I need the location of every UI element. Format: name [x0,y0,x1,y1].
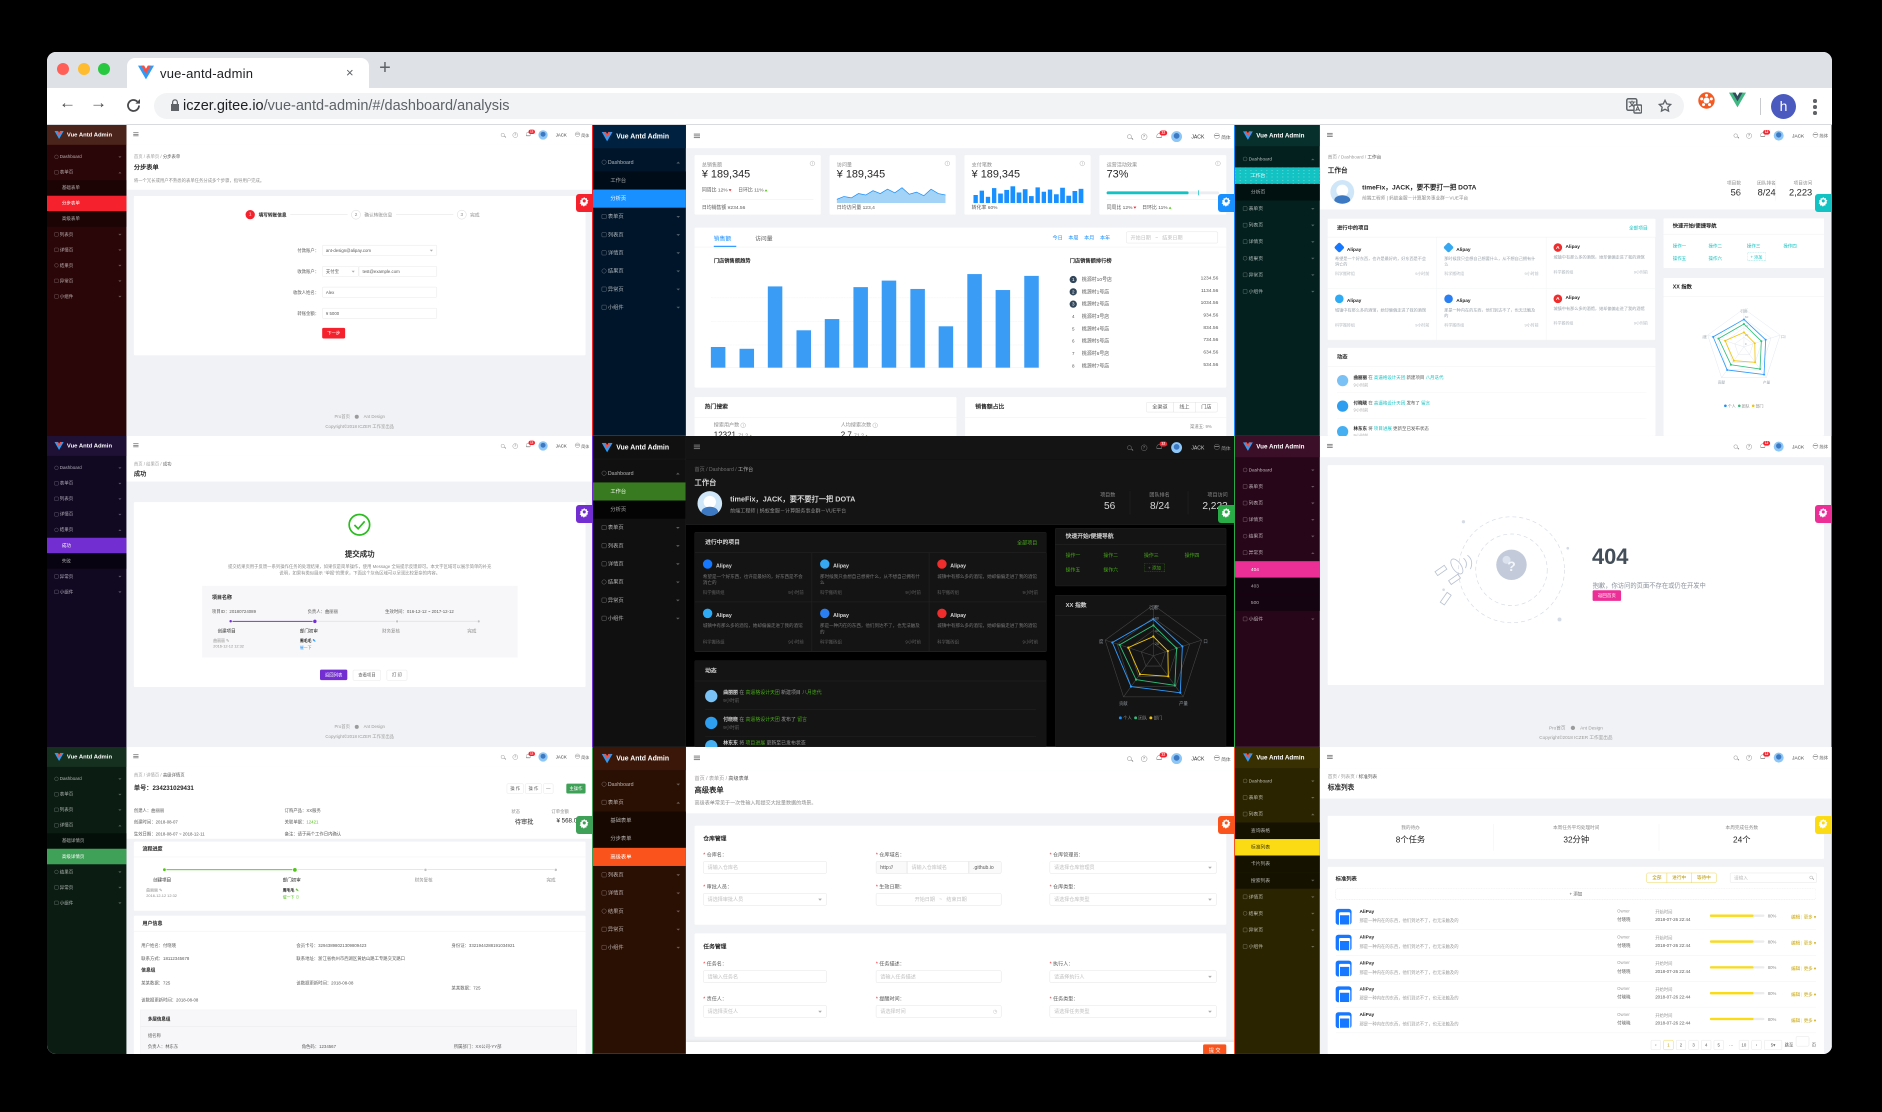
svg-text:60: 60 [1745,315,1749,319]
svg-text:40: 40 [1745,324,1749,328]
svg-text:贡献: 贡献 [1718,379,1726,384]
svg-text:贡献: 贡献 [1119,700,1128,707]
svg-text:口碑: 口碑 [1203,638,1207,645]
svg-text:热度: 热度 [1703,334,1708,339]
svg-text:20: 20 [1745,333,1749,337]
svg-text:产量: 产量 [1179,700,1188,707]
svg-text:引用: 引用 [1149,605,1158,611]
svg-text:口碑: 口碑 [1781,334,1785,339]
svg-text:产量: 产量 [1763,379,1771,384]
svg-text:?: ? [1507,558,1516,574]
svg-text:引用: 引用 [1740,309,1748,314]
svg-text:热度: 热度 [1099,638,1104,645]
svg-text:80: 80 [1745,309,1749,310]
svg-text:20: 20 [1155,642,1159,646]
svg-text:80: 80 [1155,605,1159,608]
svg-text:0: 0 [1745,342,1747,346]
svg-text:60: 60 [1155,617,1159,621]
svg-text:40: 40 [1155,629,1159,633]
